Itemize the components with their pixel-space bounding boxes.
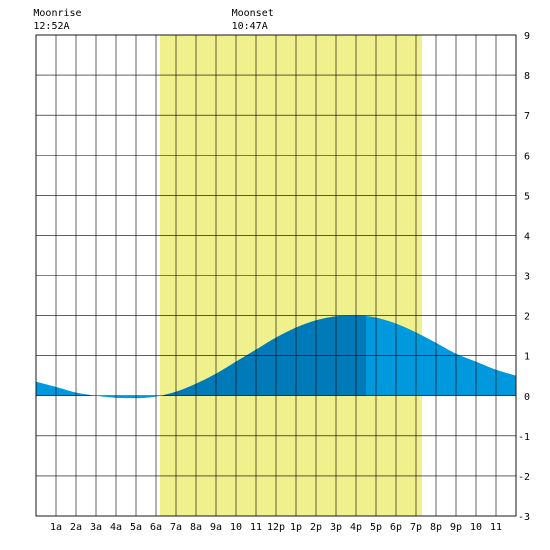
- x-tick-label: 6a: [150, 522, 162, 533]
- x-tick-label: 10: [470, 522, 482, 533]
- y-tick-label: 0: [524, 392, 530, 403]
- y-tick-label: 9: [524, 31, 530, 42]
- x-tick-label: 2p: [310, 522, 322, 533]
- x-tick-label: 6p: [390, 522, 402, 533]
- x-tick-label: 1p: [290, 522, 302, 533]
- y-tick-label: 8: [524, 71, 530, 82]
- moon-event-title: Moonset: [232, 8, 274, 19]
- x-tick-label: 3a: [90, 522, 102, 533]
- y-tick-label: 6: [524, 151, 530, 162]
- y-tick-label: 1: [524, 352, 530, 363]
- x-tick-label: 12p: [267, 522, 285, 533]
- y-tick-label: 2: [524, 312, 530, 323]
- x-tick-label: 10: [230, 522, 242, 533]
- x-tick-label: 5a: [130, 522, 142, 533]
- x-tick-label: 2a: [70, 522, 82, 533]
- x-tick-label: 11: [250, 522, 262, 533]
- y-tick-label: 5: [524, 191, 530, 202]
- x-tick-label: 7a: [170, 522, 182, 533]
- x-tick-label: 3p: [330, 522, 342, 533]
- x-tick-label: 9p: [450, 522, 462, 533]
- x-tick-label: 4p: [350, 522, 362, 533]
- y-tick-label: 7: [524, 111, 530, 122]
- x-tick-label: 8p: [430, 522, 442, 533]
- moon-event-time: 12:52A: [33, 21, 69, 32]
- x-tick-label: 8a: [190, 522, 202, 533]
- x-tick-label: 1a: [50, 522, 62, 533]
- x-tick-label: 5p: [370, 522, 382, 533]
- x-tick-label: 9a: [210, 522, 222, 533]
- y-tick-label: 4: [524, 231, 530, 242]
- x-tick-label: 4a: [110, 522, 122, 533]
- y-tick-label: -3: [518, 512, 530, 523]
- x-tick-label: 11: [490, 522, 502, 533]
- y-tick-label: 3: [524, 272, 530, 283]
- moon-event-title: Moonrise: [33, 8, 81, 19]
- plot-border: [35, 34, 517, 517]
- y-tick-label: -2: [518, 472, 530, 483]
- y-tick-label: -1: [518, 432, 530, 443]
- moon-event-time: 10:47A: [232, 21, 268, 32]
- x-tick-label: 7p: [410, 522, 422, 533]
